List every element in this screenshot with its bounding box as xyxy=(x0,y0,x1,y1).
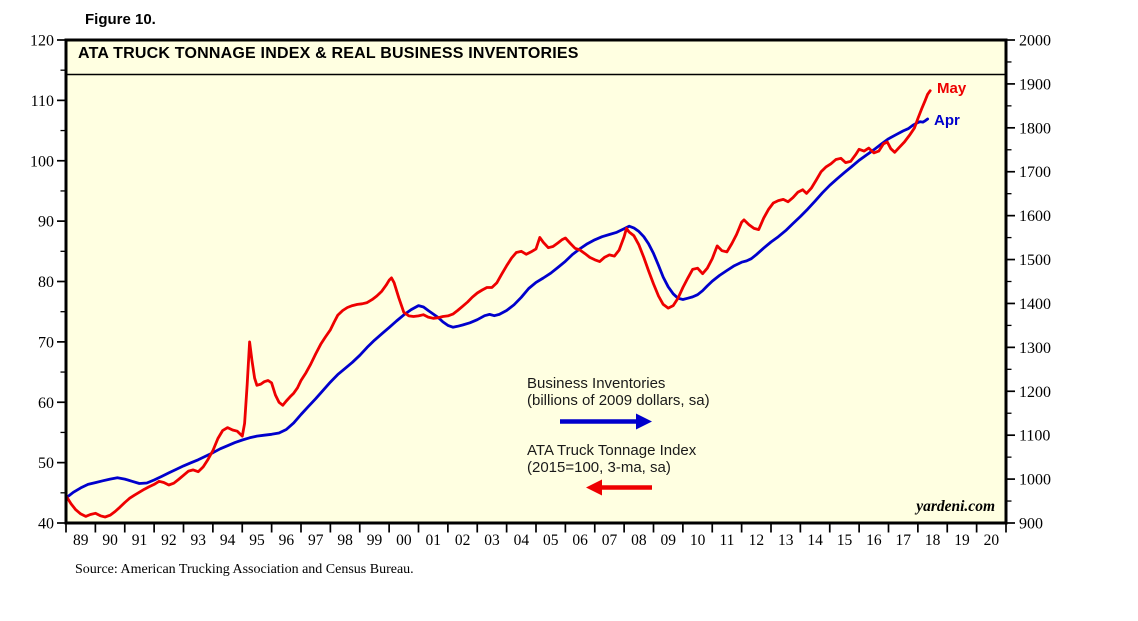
right-axis-tick-label: 1200 xyxy=(1019,384,1051,401)
x-axis-tick-label: 99 xyxy=(367,532,383,549)
x-axis-tick-label: 04 xyxy=(514,532,530,549)
x-axis-tick-label: 12 xyxy=(749,532,765,549)
x-axis-tick-label: 07 xyxy=(602,532,618,549)
x-axis-tick-label: 89 xyxy=(73,532,89,549)
x-axis-tick-label: 01 xyxy=(425,532,441,549)
chart-title: ATA TRUCK TONNAGE INDEX & REAL BUSINESS … xyxy=(78,45,579,62)
legend-inventories-sublabel: (billions of 2009 dollars, sa) xyxy=(527,391,710,409)
right-axis-tick-label: 900 xyxy=(1019,516,1043,533)
source-note: Source: American Trucking Association an… xyxy=(75,562,414,577)
inventories-arrowhead-icon xyxy=(636,413,652,430)
x-axis-tick-label: 91 xyxy=(132,532,148,549)
business-inventories-line xyxy=(64,117,929,500)
legend-tonnage-sublabel: (2015=100, 3-ma, sa) xyxy=(527,458,671,476)
x-axis-tick-label: 19 xyxy=(954,532,970,549)
x-axis-tick-label: 95 xyxy=(249,532,265,549)
x-axis-tick-label: 11 xyxy=(719,532,734,549)
right-axis-tick-label: 1900 xyxy=(1019,76,1051,93)
left-axis-tick-label: 110 xyxy=(31,93,54,110)
left-axis-tick-label: 120 xyxy=(30,33,54,50)
right-axis-tick-label: 1700 xyxy=(1019,164,1051,181)
x-axis-tick-label: 94 xyxy=(220,532,236,549)
x-axis-tick-label: 08 xyxy=(631,532,647,549)
left-axis-tick-label: 90 xyxy=(38,214,54,231)
x-axis-tick-label: 97 xyxy=(308,532,324,549)
x-axis-tick-label: 98 xyxy=(337,532,353,549)
may-end-label: May xyxy=(937,80,967,97)
legend-tonnage-label: ATA Truck Tonnage Index xyxy=(527,442,697,459)
x-axis-tick-label: 13 xyxy=(778,532,794,549)
left-axis-tick-label: 100 xyxy=(30,153,54,170)
right-axis-tick-label: 2000 xyxy=(1019,33,1051,50)
right-axis-tick-label: 1100 xyxy=(1019,428,1050,445)
legend-inventories: Business Inventories (billions of 2009 d… xyxy=(527,375,710,409)
x-axis-tick-label: 16 xyxy=(866,532,882,549)
right-axis-tick-label: 1500 xyxy=(1019,252,1051,269)
right-axis-tick-label: 1000 xyxy=(1019,472,1051,489)
left-axis-tick-label: 80 xyxy=(38,274,54,291)
x-axis-tick-label: 92 xyxy=(161,532,177,549)
x-axis-tick-label: 18 xyxy=(925,532,941,549)
x-axis-tick-label: 90 xyxy=(102,532,118,549)
x-axis-tick-label: 15 xyxy=(837,532,853,549)
x-axis-tick-label: 20 xyxy=(984,532,1000,549)
x-axis-tick-label: 05 xyxy=(543,532,559,549)
x-axis-tick-label: 93 xyxy=(190,532,206,549)
x-axis-tick-label: 06 xyxy=(572,532,588,549)
left-axis-tick-label: 60 xyxy=(38,395,54,412)
right-axis-tick-label: 1300 xyxy=(1019,340,1051,357)
apr-end-label: Apr xyxy=(934,112,960,129)
tonnage-arrowhead-icon xyxy=(586,479,602,496)
right-axis-tick-label: 1800 xyxy=(1019,120,1051,137)
x-axis-tick-label: 03 xyxy=(484,532,500,549)
figure-label: Figure 10. xyxy=(85,11,156,28)
right-axis-tick-label: 1600 xyxy=(1019,208,1051,225)
x-axis-tick-label: 09 xyxy=(660,532,676,549)
legend-tonnage: ATA Truck Tonnage Index (2015=100, 3-ma,… xyxy=(527,442,697,476)
left-axis-tick-label: 70 xyxy=(38,334,54,351)
legend-inventories-label: Business Inventories xyxy=(527,375,666,392)
left-axis-tick-label: 40 xyxy=(38,516,54,533)
x-axis-tick-label: 14 xyxy=(807,532,823,549)
x-axis-tick-label: 02 xyxy=(455,532,471,549)
x-axis-tick-label: 10 xyxy=(690,532,706,549)
left-axis-tick-label: 50 xyxy=(38,455,54,472)
x-axis-tick-label: 17 xyxy=(895,532,911,549)
truck-tonnage-line xyxy=(64,89,932,519)
x-axis-tick-label: 96 xyxy=(279,532,295,549)
x-axis-tick-label: 00 xyxy=(396,532,412,549)
watermark: yardeni.com xyxy=(916,498,995,515)
right-axis-tick-label: 1400 xyxy=(1019,296,1051,313)
